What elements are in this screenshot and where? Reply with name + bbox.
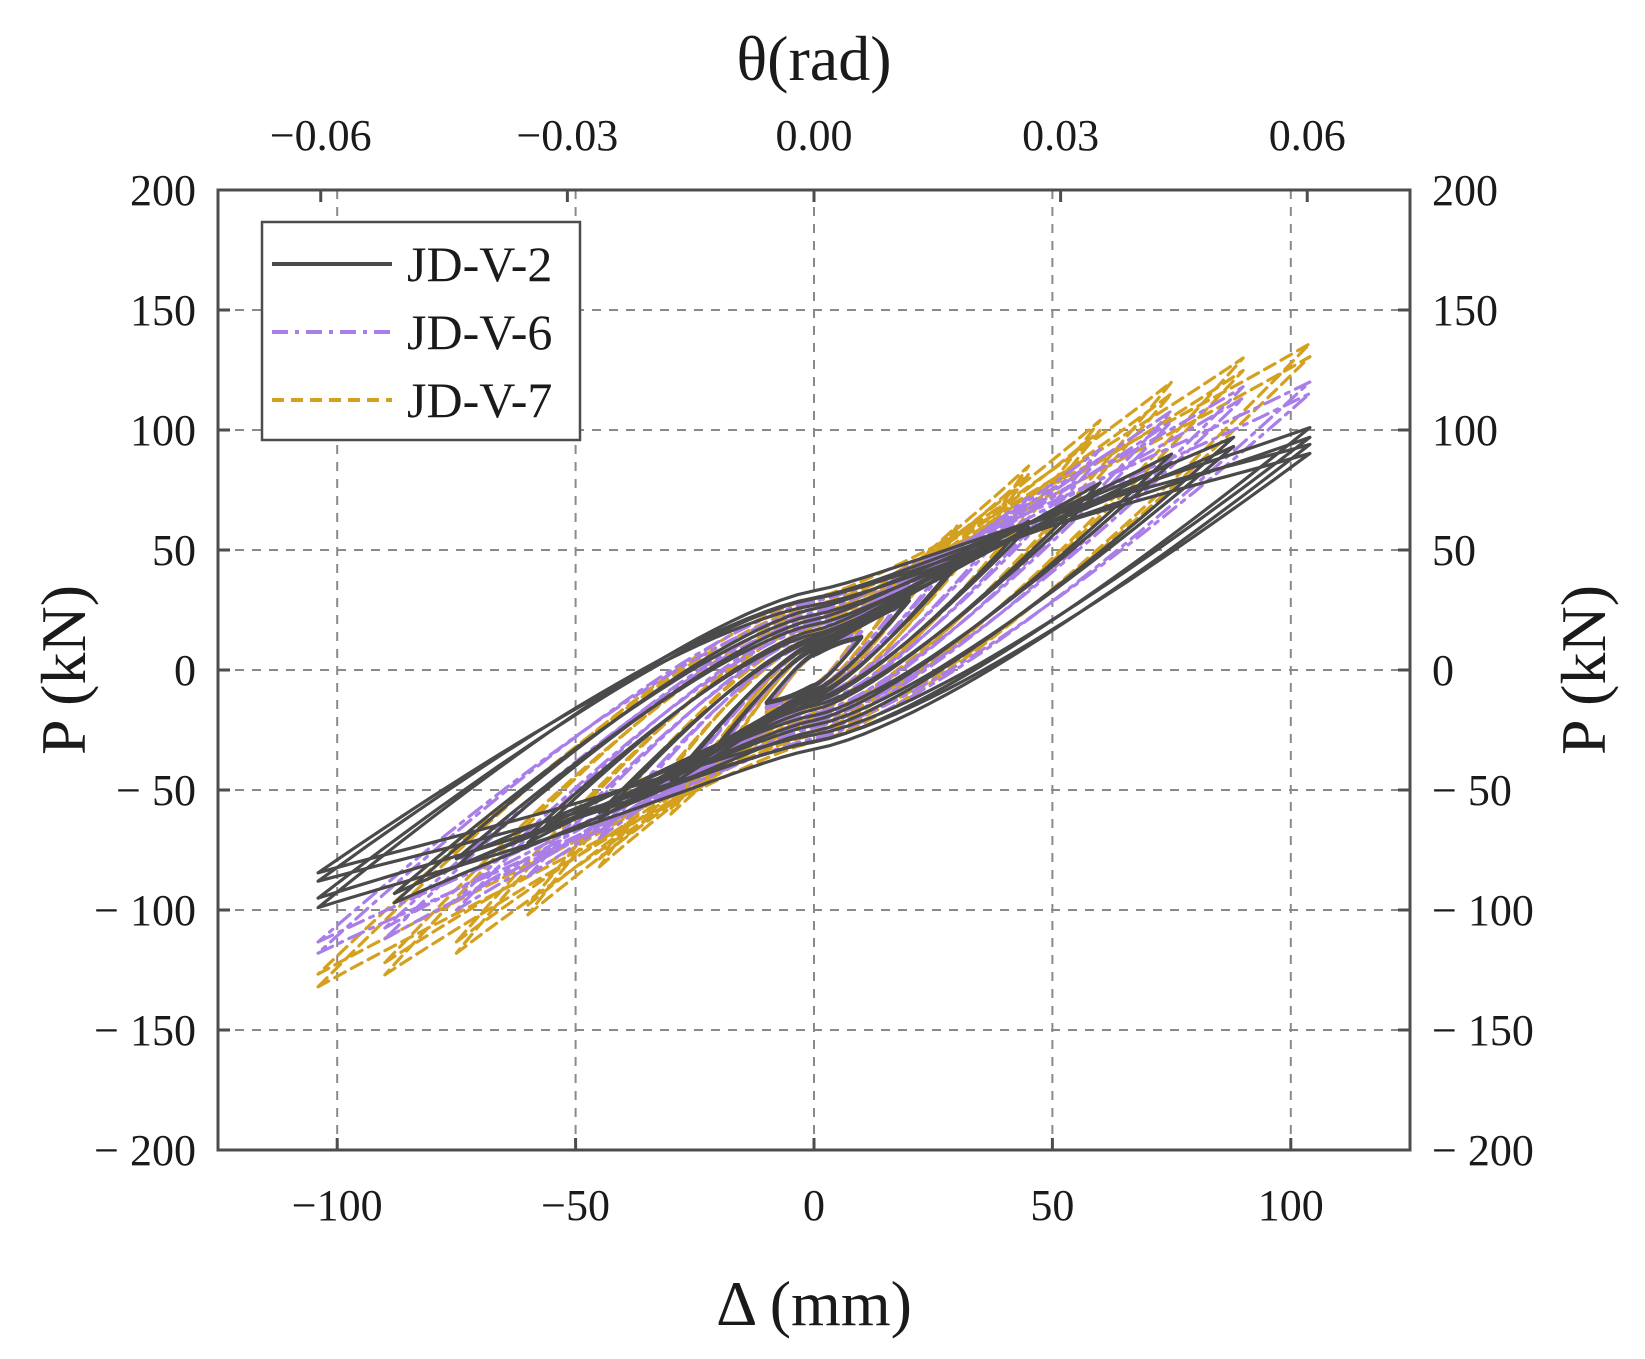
hysteresis-loop xyxy=(717,599,911,746)
y-tick-label-left: − 100 xyxy=(94,886,196,935)
x-axis-title: Δ (mm) xyxy=(716,1268,912,1339)
x2-tick-label: 0.03 xyxy=(1022,111,1099,160)
y-tick-label-left: − 200 xyxy=(94,1126,196,1175)
x-tick-label: −100 xyxy=(292,1181,383,1230)
x2-tick-label: 0.00 xyxy=(776,111,853,160)
hysteresis-loop xyxy=(316,451,1312,900)
y-tick-label-left: 200 xyxy=(130,166,196,215)
y-tick-label-right: − 150 xyxy=(1432,1006,1534,1055)
y-tick-label-right: − 50 xyxy=(1432,766,1512,815)
y-axis-title-right: P (kN) xyxy=(1548,585,1619,755)
x2-tick-label: −0.03 xyxy=(516,111,618,160)
hysteresis-loop xyxy=(526,428,1102,907)
y-tick-label-right: − 200 xyxy=(1432,1126,1534,1175)
hysteresis-loop xyxy=(316,442,1312,910)
legend-label-jd-v-2: JD-V-2 xyxy=(407,236,552,292)
x-tick-label: −50 xyxy=(541,1181,610,1230)
x-tick-label: 0 xyxy=(803,1181,825,1230)
y-tick-label-right: 100 xyxy=(1432,406,1498,455)
hysteresis-loop xyxy=(383,385,1245,941)
y-axis-title-left: P (kN) xyxy=(28,585,99,755)
y-tick-label-left: 100 xyxy=(130,406,196,455)
hysteresis-loop xyxy=(526,456,1102,870)
y-tick-label-left: − 50 xyxy=(116,766,196,815)
ticks xyxy=(218,188,1410,1152)
series-layer xyxy=(316,342,1312,989)
x-tick-label: 100 xyxy=(1258,1181,1324,1230)
hysteresis-loop xyxy=(526,447,1102,878)
y-tick-label-left: 0 xyxy=(174,646,196,695)
tick-labels: −100 −50 0 50 100 − 200 − 200 − 150 − 150 − 100 − … xyxy=(94,111,1534,1230)
x-tick-label: 50 xyxy=(1030,1181,1074,1230)
x2-tick-label: 0.06 xyxy=(1269,111,1346,160)
y-tick-label-right: 150 xyxy=(1432,286,1498,335)
x2-tick-label: −0.06 xyxy=(270,111,372,160)
hysteresis-loop xyxy=(764,636,864,704)
y-tick-label-right: 200 xyxy=(1432,166,1498,215)
series-jd-v-2 xyxy=(316,426,1312,910)
y-tick-label-right: − 100 xyxy=(1432,886,1534,935)
legend-label-jd-v-6: JD-V-6 xyxy=(407,304,552,360)
legend: JD-V-2 JD-V-6 JD-V-7 xyxy=(260,220,582,442)
y-tick-label-right: 50 xyxy=(1432,526,1476,575)
y-tick-label-right: 0 xyxy=(1432,646,1454,695)
hysteresis-loop xyxy=(316,342,1312,989)
y-tick-label-left: 150 xyxy=(130,286,196,335)
y-tick-label-left: 50 xyxy=(152,526,196,575)
legend-label-jd-v-7: JD-V-7 xyxy=(407,372,552,428)
y-tick-label-left: − 150 xyxy=(94,1006,196,1055)
top-axis-title: θ(rad) xyxy=(737,23,892,94)
hysteresis-loop xyxy=(392,444,1236,896)
